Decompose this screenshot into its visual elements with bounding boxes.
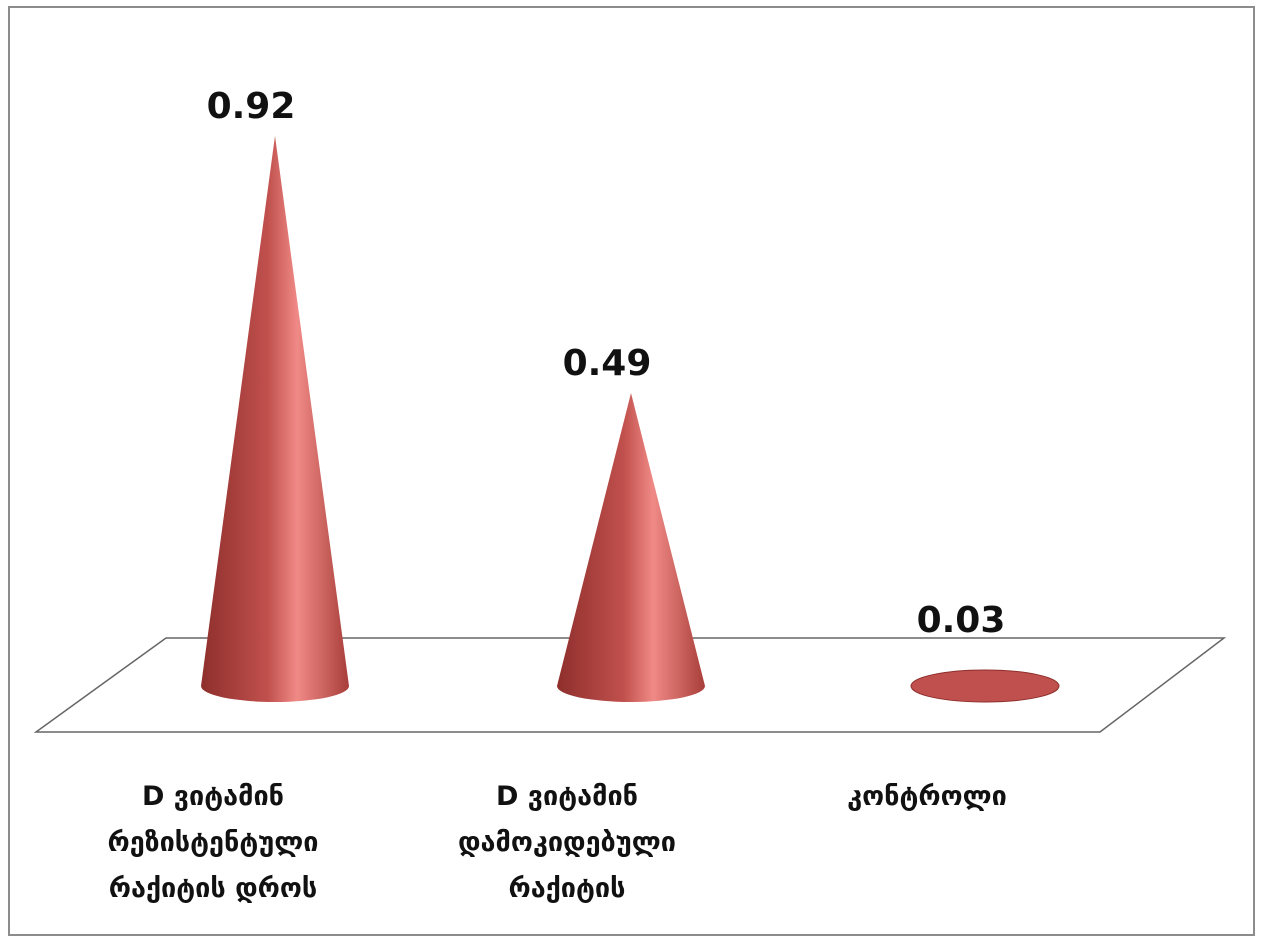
cone-bar-3 xyxy=(910,669,1060,703)
data-label-2: 0.49 xyxy=(563,343,652,384)
category-label-line: რეზისტენტული xyxy=(107,827,319,858)
category-label-line: კონტროლი xyxy=(847,781,1007,812)
data-label-1: 0.92 xyxy=(207,86,296,127)
category-label-line: რაქიტის xyxy=(508,873,626,904)
category-label-line: დამოკიდებული xyxy=(458,827,676,858)
category-label-2: D ვიტამინ დამოკიდებული რაქიტის xyxy=(402,774,732,912)
cone-body-2 xyxy=(557,392,705,702)
data-label-3: 0.03 xyxy=(917,600,1006,641)
category-label-1: D ვიტამინ რეზისტენტული რაქიტის დროს xyxy=(48,774,378,912)
category-label-line: რაქიტის დროს xyxy=(108,873,318,904)
cone-body-1 xyxy=(201,135,349,703)
category-label-line: D ვიტამინ xyxy=(495,781,638,812)
category-label-line: D ვიტამინ xyxy=(141,781,284,812)
cone-bar-1 xyxy=(201,135,349,703)
cone-base-3 xyxy=(910,669,1060,703)
cone-bar-2 xyxy=(557,392,705,702)
category-label-3: კონტროლი xyxy=(762,774,1092,820)
